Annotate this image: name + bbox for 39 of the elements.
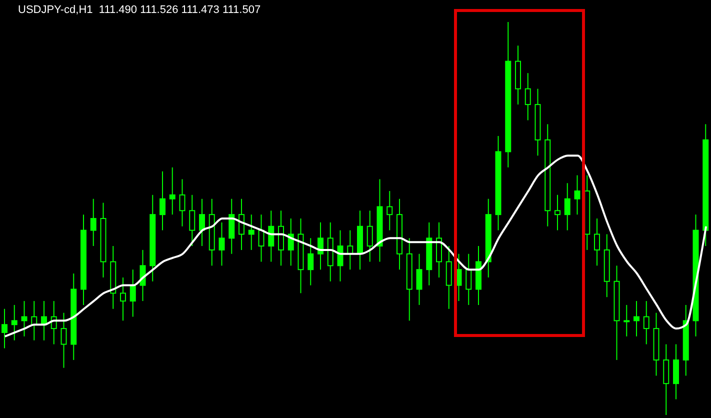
candlestick [564, 182, 570, 231]
candlestick [446, 246, 452, 310]
candlestick [663, 344, 670, 415]
candlestick [199, 198, 205, 247]
candlestick [2, 308, 8, 349]
candlestick [554, 194, 560, 231]
candlestick [308, 238, 314, 286]
candlestick [386, 190, 393, 231]
candlestick [524, 72, 531, 121]
candlestick [189, 194, 196, 247]
candlestick [643, 300, 650, 345]
candlestick [436, 222, 442, 278]
candlestick [318, 222, 324, 270]
candlestick [248, 214, 254, 250]
chart-title: USDJPY-cd,H1 111.490 111.526 111.473 111.507 [18, 4, 261, 16]
candlestick [130, 269, 136, 318]
candlestick [11, 304, 18, 341]
candlestick [120, 276, 126, 322]
candlestick [60, 312, 67, 368]
candlestick [258, 214, 264, 262]
candlestick [634, 300, 640, 337]
candlestick [268, 210, 274, 262]
candlestick [673, 344, 679, 400]
candlestick [179, 178, 186, 227]
candlestick [90, 198, 96, 247]
candlestick [624, 304, 630, 337]
candlestick [228, 198, 235, 254]
candlestick [416, 253, 422, 306]
candlestick [366, 210, 373, 262]
candlestick [337, 230, 344, 282]
candlestick [278, 210, 284, 266]
candlestick [21, 300, 28, 337]
candlestick [574, 174, 580, 216]
candlestick [218, 222, 225, 266]
candlestick [140, 249, 146, 302]
candlestick [160, 170, 166, 231]
candlestick [169, 166, 176, 216]
candlestick [466, 253, 472, 306]
candlestick [594, 218, 600, 266]
